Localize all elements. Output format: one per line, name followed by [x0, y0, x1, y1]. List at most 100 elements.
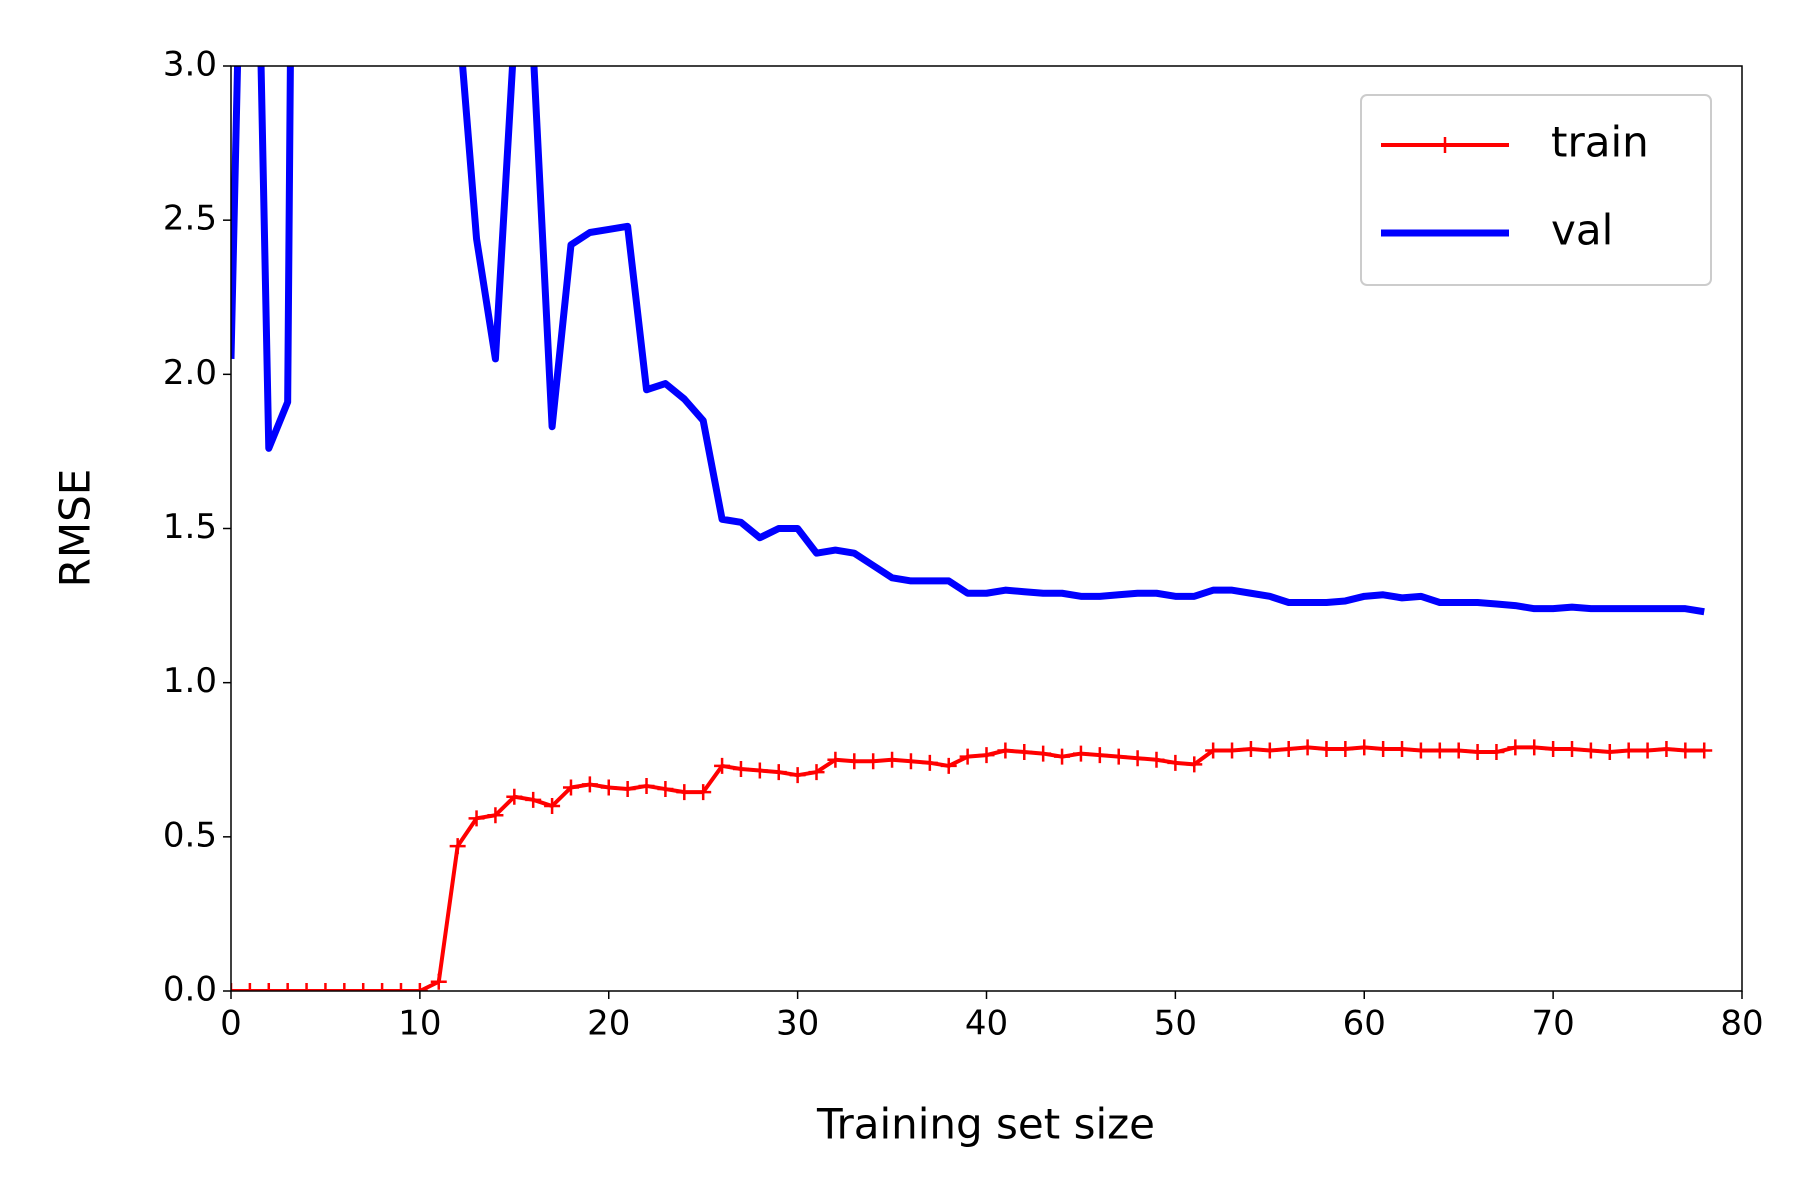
point-marker: [865, 753, 882, 770]
point-marker: [751, 762, 768, 779]
x-axis-label: Training set size: [816, 1100, 1155, 1149]
point-marker: [1545, 740, 1562, 757]
point-marker: [562, 779, 579, 796]
point-marker: [808, 764, 825, 781]
point-marker: [884, 751, 901, 768]
point-marker: [1242, 740, 1259, 757]
y-tick-label: 2.5: [163, 199, 217, 239]
point-marker: [581, 776, 598, 793]
legend-label: train: [1551, 118, 1649, 167]
x-tick-label: 0: [220, 1004, 242, 1044]
point-marker: [1526, 739, 1543, 756]
point-marker: [657, 781, 674, 798]
point-marker: [732, 761, 749, 777]
point-marker: [978, 747, 995, 764]
point-marker: [449, 838, 466, 855]
point-marker: [1280, 740, 1297, 757]
point-marker: [1148, 751, 1165, 768]
point-marker: [940, 757, 957, 774]
point-marker: [827, 751, 844, 768]
point-marker: [506, 788, 523, 805]
point-marker: [1299, 739, 1316, 756]
point-marker: [1356, 739, 1373, 756]
point-marker: [355, 983, 372, 991]
point-marker: [921, 754, 938, 771]
x-tick-label: 80: [1720, 1004, 1763, 1044]
point-marker: [1601, 744, 1618, 761]
point-marker: [1261, 742, 1278, 759]
y-tick-label: 1.5: [163, 507, 217, 547]
point-marker: [317, 983, 334, 991]
point-marker: [1110, 748, 1127, 765]
y-tick-label: 0.0: [163, 970, 217, 1010]
point-marker: [770, 764, 787, 781]
point-marker: [1205, 742, 1222, 759]
point-marker: [695, 784, 712, 801]
point-marker: [1375, 740, 1392, 757]
point-marker: [1412, 742, 1429, 759]
point-marker: [241, 983, 258, 991]
point-marker: [1394, 740, 1411, 757]
point-marker: [1337, 740, 1354, 757]
x-tick-label: 30: [776, 1004, 819, 1044]
legend-box: [1360, 94, 1712, 286]
y-tick-label: 2.0: [163, 353, 217, 393]
point-marker: [298, 983, 315, 991]
point-marker: [1072, 745, 1089, 762]
point-marker: [1677, 742, 1694, 759]
point-marker: [1658, 740, 1675, 757]
point-marker: [1091, 747, 1108, 764]
x-tick-label: 50: [1154, 1004, 1197, 1044]
point-marker: [619, 781, 636, 798]
point-marker: [846, 753, 863, 770]
point-marker: [997, 742, 1014, 759]
y-tick-label: 1.0: [163, 661, 217, 701]
y-tick-label: 0.5: [163, 815, 217, 855]
point-marker: [638, 777, 655, 794]
point-marker: [1450, 742, 1467, 759]
x-tick-label: 40: [965, 1004, 1008, 1044]
x-tick-label: 10: [398, 1004, 441, 1044]
point-marker: [1639, 742, 1656, 759]
point-marker: [487, 807, 504, 824]
point-marker: [1469, 744, 1486, 761]
point-marker: [1186, 756, 1203, 773]
point-marker: [430, 973, 447, 990]
x-tick-label: 20: [587, 1004, 630, 1044]
point-marker: [902, 753, 919, 770]
point-marker: [374, 983, 391, 991]
plot-frame: [230, 65, 1743, 992]
point-marker: [336, 983, 353, 991]
point-marker: [1224, 742, 1241, 759]
point-marker: [1016, 744, 1033, 761]
point-marker: [959, 748, 976, 765]
point-marker: [1488, 744, 1505, 761]
series-line: [231, 66, 1705, 616]
point-marker: [411, 983, 428, 991]
point-marker: [1318, 740, 1335, 757]
x-tick-label: 60: [1343, 1004, 1386, 1044]
point-marker: [1035, 745, 1052, 762]
point-marker: [1507, 739, 1524, 756]
point-marker: [789, 767, 806, 784]
x-tick-label: 70: [1531, 1004, 1574, 1044]
point-marker: [392, 983, 409, 991]
point-marker: [1564, 740, 1581, 757]
point-marker: [1167, 754, 1184, 771]
y-axis-label: RMSE: [51, 469, 100, 588]
legend-marker: [1437, 137, 1453, 153]
point-marker: [676, 784, 693, 801]
point-marker: [1582, 742, 1599, 759]
point-marker: [544, 798, 561, 814]
point-marker: [468, 810, 485, 827]
point-marker: [1620, 742, 1637, 759]
point-marker: [525, 791, 542, 808]
point-marker: [714, 757, 731, 774]
point-marker: [1054, 748, 1071, 765]
point-marker: [1129, 750, 1146, 767]
y-tick-label: 3.0: [163, 45, 217, 85]
point-marker: [260, 983, 277, 991]
point-marker: [1431, 742, 1448, 759]
